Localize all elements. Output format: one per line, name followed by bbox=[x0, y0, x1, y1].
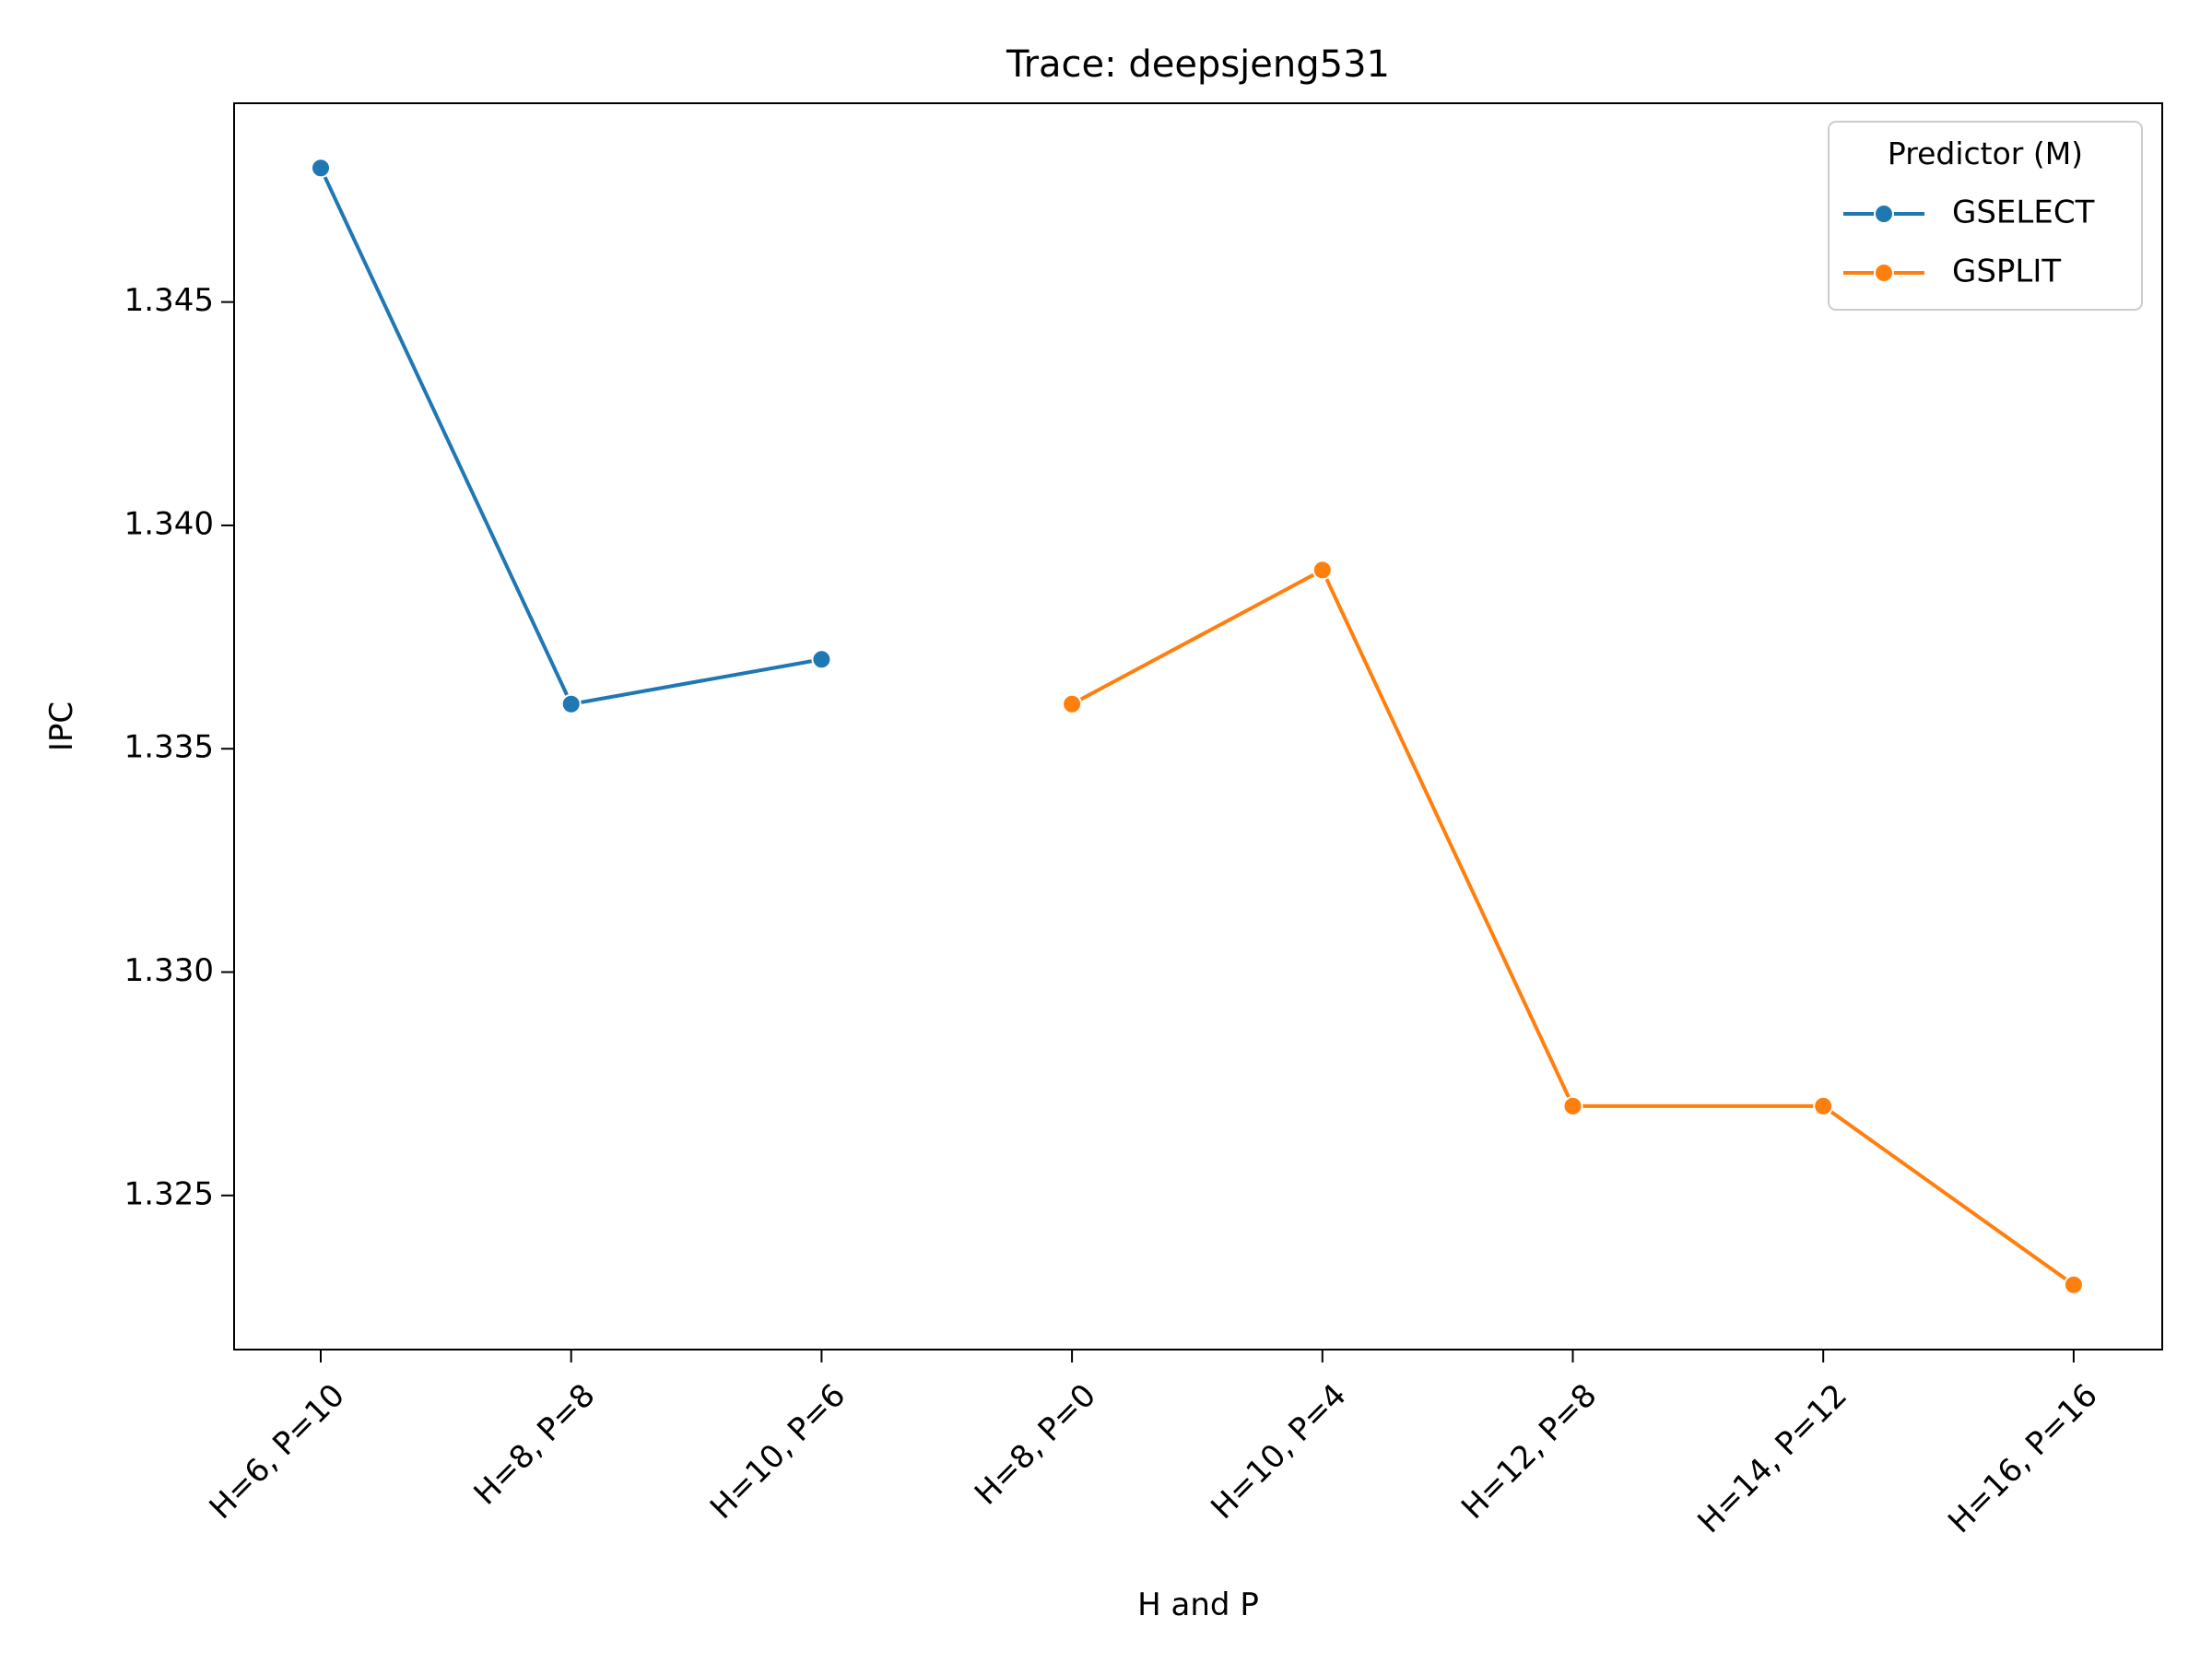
data-point: GSPLIT · H=8, P=0: 1.336 bbox=[1062, 693, 1083, 714]
y-axis-label: IPC bbox=[43, 702, 80, 751]
series-line bbox=[318, 165, 824, 706]
x-tick-label: H=8, P=0 bbox=[968, 1377, 1103, 1513]
legend-items: GSELECT GSPLIT bbox=[1843, 195, 2095, 290]
y-axis-ticks: 1.325 1.330 1.335 1.340 1.345 bbox=[124, 282, 234, 1212]
x-tick-label: H=16, P=16 bbox=[1941, 1377, 2105, 1541]
legend-box bbox=[1828, 121, 2143, 311]
series-gselect: GSELECT · H=6, P=10: 1.348 GSELECT · H=8,… bbox=[311, 158, 832, 714]
x-tick-label: H=12, P=8 bbox=[1454, 1377, 1604, 1527]
series-gsplit: GSPLIT · H=8, P=0: 1.336 GSPLIT · H=10, P… bbox=[1062, 560, 2084, 1295]
x-tick-label: H=10, P=6 bbox=[703, 1377, 853, 1527]
y-tick-label: 1.335 bbox=[124, 729, 214, 766]
y-tick-label: 1.325 bbox=[124, 1175, 214, 1212]
legend-label: GSELECT bbox=[1952, 195, 2095, 231]
y-tick-label: 1.340 bbox=[124, 505, 214, 542]
series-layer: GSELECT · H=6, P=10: 1.348 GSELECT · H=8,… bbox=[311, 158, 2084, 1295]
y-tick-label: 1.345 bbox=[124, 282, 214, 319]
legend: Predictor (M) GSELECT GSPLIT bbox=[1828, 121, 2143, 311]
data-point: GSPLIT · H=10, P=4: 1.339 bbox=[1312, 560, 1333, 581]
x-tick-label: H=14, P=12 bbox=[1690, 1377, 1854, 1541]
x-tick-label: H=8, P=8 bbox=[467, 1377, 603, 1513]
data-point: GSPLIT · H=12, P=8: 1.327 bbox=[1562, 1095, 1583, 1116]
legend-marker bbox=[1874, 204, 1894, 224]
series-line bbox=[1069, 568, 2077, 1288]
data-point: GSELECT · H=10, P=6: 1.337 bbox=[811, 649, 832, 670]
y-tick-label: 1.330 bbox=[124, 952, 214, 989]
x-tick-label: H=6, P=10 bbox=[203, 1377, 352, 1527]
x-axis-ticks: H=6, P=10 H=8, P=8 H=10, P=6 H=8, P=0 H=10, … bbox=[203, 1350, 2105, 1540]
legend-item-gsplit: GSPLIT bbox=[1843, 254, 2061, 290]
legend-marker bbox=[1874, 263, 1894, 283]
data-point: GSPLIT · H=14, P=12: 1.327 bbox=[1813, 1095, 1834, 1116]
x-axis-label: H and P bbox=[1137, 1586, 1259, 1623]
legend-label: GSPLIT bbox=[1952, 254, 2061, 290]
data-point: GSELECT · H=8, P=8: 1.336 bbox=[560, 693, 582, 714]
data-point: GSPLIT · H=16, P=16: 1.323 bbox=[2063, 1274, 2084, 1295]
plot-frame bbox=[233, 102, 2163, 1350]
chart-title: Trace: deepsjeng531 bbox=[1006, 43, 1390, 86]
legend-title: Predictor (M) bbox=[1888, 136, 2083, 171]
x-tick-label: H=10, P=4 bbox=[1204, 1377, 1353, 1527]
data-point: GSELECT · H=6, P=10: 1.348 bbox=[311, 158, 331, 179]
legend-item-gselect: GSELECT bbox=[1843, 195, 2095, 231]
